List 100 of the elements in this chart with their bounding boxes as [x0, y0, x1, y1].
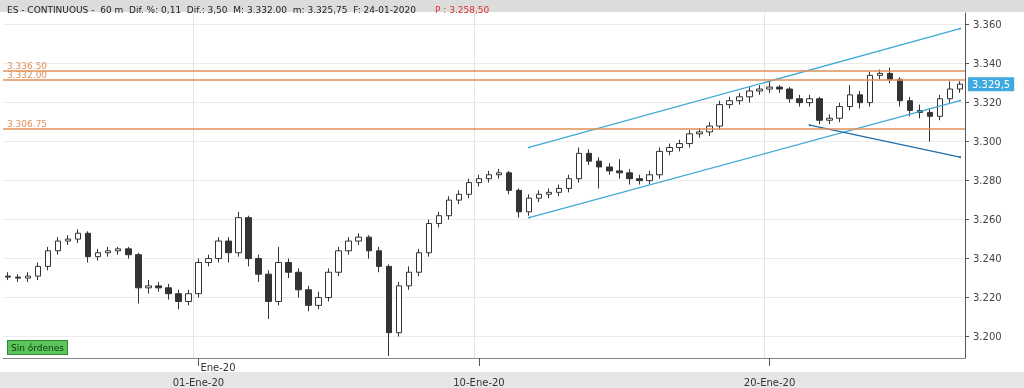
candlestick [295, 267, 302, 299]
candlestick [426, 219, 432, 258]
ref-line-label: 3.332.00 [7, 69, 48, 80]
candlestick [586, 148, 592, 166]
candlestick [446, 195, 452, 221]
y-tick-label: 3.320 [973, 97, 1002, 109]
candlestick [826, 113, 833, 125]
candlestick [516, 187, 522, 219]
candlestick [205, 254, 212, 267]
candlestick [626, 168, 633, 186]
candlestick [366, 234, 372, 260]
candlestick [887, 67, 893, 84]
candlestick [957, 80, 963, 94]
candlestick [766, 80, 773, 94]
candlestick [396, 281, 402, 338]
candlestick [25, 271, 31, 283]
candlestick [636, 174, 643, 186]
candlestick [476, 174, 482, 187]
candlestick [556, 184, 562, 197]
candlestick [5, 271, 11, 281]
candlestick [315, 291, 322, 310]
x-tick-label: 01-Ene-20 [172, 376, 225, 388]
chart-title: ES - CONTINUOUS - 60 m Dif. %: 0,11 Dif.: 3,50 M: 3.332.00 m: 3.325,75 F: 24-01-2020 [7, 4, 417, 15]
candlestick [776, 84, 783, 94]
candlestick [786, 86, 793, 104]
candlestick [105, 246, 111, 258]
y-tick-label: 3.200 [973, 331, 1002, 343]
candlestick [496, 168, 502, 180]
candlestick [716, 100, 723, 131]
candlestick [836, 102, 843, 123]
candlestick [756, 84, 763, 96]
candlestick [686, 129, 693, 148]
candlestick [726, 96, 733, 110]
candlestick [676, 139, 683, 152]
candlestick [355, 232, 362, 246]
candlestick [546, 187, 552, 199]
candlestick [175, 289, 182, 310]
candlestick [536, 189, 542, 203]
candlestick [656, 146, 663, 180]
candlestick [566, 174, 572, 193]
candlestick [486, 170, 492, 184]
candlestick [185, 289, 192, 306]
candlestick [75, 228, 81, 244]
candlestick [35, 261, 41, 281]
text: 3.329,5 [972, 78, 1011, 90]
candlestick [55, 236, 61, 256]
candlestick [867, 70, 873, 108]
candlestick [165, 283, 172, 301]
candlestick [907, 96, 913, 117]
candlestick [927, 108, 933, 143]
candlestick [345, 236, 352, 256]
candlestick [335, 246, 342, 277]
chart-subtitle: P : 3.258,50 [435, 4, 490, 15]
candlestick [145, 279, 152, 295]
candlestick [436, 211, 442, 228]
y-tick-label: 3.260 [973, 214, 1002, 226]
candlestick [325, 267, 332, 302]
candlestick [666, 143, 673, 156]
candlestick [506, 170, 512, 195]
candlestick [646, 170, 653, 186]
candlestick [275, 246, 282, 306]
y-tick-label: 3.280 [973, 175, 1002, 187]
candlestick [235, 211, 242, 258]
candlestick [376, 246, 382, 273]
candlestick [796, 94, 803, 108]
candlestick [806, 94, 813, 108]
candlestick [596, 156, 602, 189]
candlestick [386, 263, 392, 357]
ref-line-label: 3.306.75 [7, 118, 48, 129]
candlestick [456, 189, 462, 205]
candlestick [155, 281, 162, 293]
candlestick [255, 254, 262, 283]
candlestick [245, 215, 252, 267]
candlestick [285, 258, 292, 279]
candlestick [616, 158, 623, 180]
x-tick-label: 20-Ene-20 [743, 376, 796, 388]
candlestick [816, 96, 823, 125]
candlestick [847, 84, 853, 111]
candlestick [857, 90, 863, 110]
candlestick [125, 246, 132, 260]
x-tick-label: 10-Ene-20 [453, 376, 505, 388]
y-tick-label: 3.360 [973, 19, 1002, 31]
candlestick [305, 285, 312, 312]
ref-line-label: 3.336.50 [7, 61, 48, 71]
candlestick [85, 230, 91, 263]
candlestick [115, 246, 121, 256]
candlestick [466, 178, 472, 199]
candlestick [225, 236, 232, 263]
candlestick [265, 269, 272, 320]
candlestick [877, 69, 883, 80]
y-tick-label: 3.300 [973, 136, 1002, 148]
candlestick [696, 127, 703, 139]
y-tick-label: 3.240 [973, 253, 1002, 265]
candlestick [736, 92, 743, 106]
candlestick [215, 236, 222, 263]
candlestick [15, 273, 21, 283]
candlestick [135, 252, 142, 304]
y-tick-label: 3.220 [973, 292, 1002, 304]
candlestick [65, 234, 71, 246]
text: Ene-20 [200, 361, 236, 373]
